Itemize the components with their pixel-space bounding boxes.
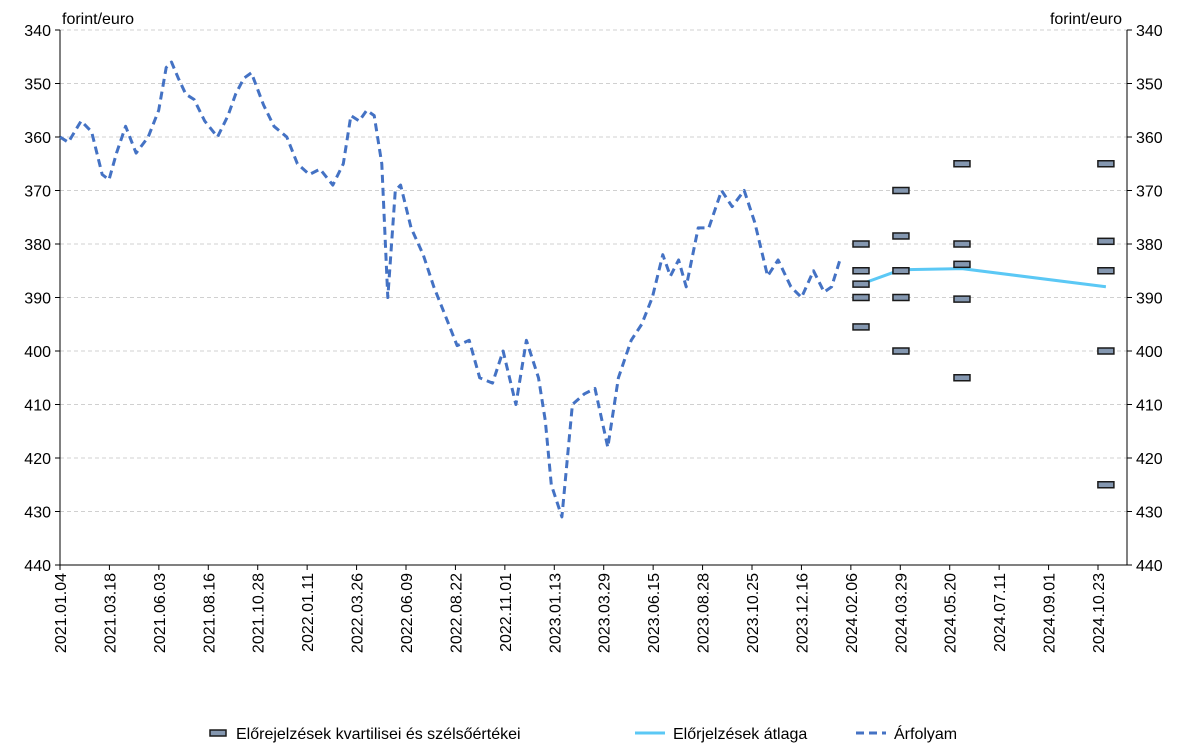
left-axis-unit: forint/euro bbox=[62, 11, 134, 28]
x-tick-label-6: 2022.03.26 bbox=[350, 573, 367, 653]
right-tick-label-440: 440 bbox=[1136, 558, 1163, 575]
left-tick-label-390: 390 bbox=[24, 291, 51, 308]
x-tick-label-1: 2021.03.18 bbox=[102, 573, 119, 653]
x-tick-label-19: 2024.07.11 bbox=[992, 573, 1009, 652]
x-tick-label-12: 2023.06.15 bbox=[646, 573, 663, 653]
forecast-marker-3-4 bbox=[1097, 481, 1115, 489]
right-tick-label-390: 390 bbox=[1136, 291, 1163, 308]
x-tick-label-16: 2024.02.06 bbox=[844, 573, 861, 653]
forecast-marker-0-4 bbox=[852, 323, 870, 331]
left-tick-label-420: 420 bbox=[24, 451, 51, 468]
x-tick-label-21: 2024.10.23 bbox=[1091, 573, 1108, 653]
left-tick-label-400: 400 bbox=[24, 344, 51, 361]
forecast-marker-2-3 bbox=[953, 295, 971, 303]
x-tick-label-14: 2023.10.25 bbox=[745, 573, 762, 653]
forecast-marker-3-2 bbox=[1097, 267, 1115, 275]
right-tick-label-350: 350 bbox=[1136, 77, 1163, 94]
x-tick-label-2: 2021.06.03 bbox=[152, 573, 169, 653]
left-tick-label-430: 430 bbox=[24, 505, 51, 522]
left-tick-label-340: 340 bbox=[24, 23, 51, 40]
legend-label-1: Előrjelzések átlaga bbox=[673, 726, 807, 743]
left-tick-label-380: 380 bbox=[24, 237, 51, 254]
x-tick-label-11: 2023.03.29 bbox=[597, 573, 614, 653]
x-tick-label-13: 2023.08.28 bbox=[696, 573, 713, 653]
forecast-marker-1-2 bbox=[892, 267, 910, 275]
forecast-mean-line bbox=[860, 267, 1107, 289]
left-tick-label-360: 360 bbox=[24, 130, 51, 147]
legend: Előrejelzések kvartilisei és szélsőérték… bbox=[209, 724, 957, 743]
left-y-axis: 340 350 360 370 380 390 400 410 420 430 440 bbox=[24, 23, 60, 575]
x-tick-label-18: 2024.05.20 bbox=[943, 573, 960, 653]
forecast-marker-2-2 bbox=[953, 260, 971, 269]
x-tick-label-4: 2021.10.28 bbox=[251, 573, 268, 653]
forecast-marker-1-1 bbox=[892, 232, 910, 240]
x-tick-label-20: 2024.09.01 bbox=[1042, 573, 1059, 653]
right-tick-label-410: 410 bbox=[1136, 398, 1163, 415]
left-tick-label-370: 370 bbox=[24, 184, 51, 201]
forecast-marker-0-3 bbox=[852, 293, 870, 302]
forecast-marker-0-0 bbox=[852, 240, 870, 248]
legend-label-0: Előrejelzések kvartilisei és szélsőérték… bbox=[236, 726, 521, 743]
x-tick-label-10: 2023.01.13 bbox=[547, 573, 564, 653]
right-tick-label-360: 360 bbox=[1136, 130, 1163, 147]
forecast-marker-1-0 bbox=[892, 186, 910, 195]
right-tick-label-430: 430 bbox=[1136, 505, 1163, 522]
x-tick-label-8: 2022.08.22 bbox=[448, 573, 465, 653]
forecast-marker-0-1 bbox=[852, 267, 870, 275]
x-tick-label-17: 2024.03.29 bbox=[893, 573, 910, 653]
forecast-marker-2-1 bbox=[953, 240, 971, 248]
right-tick-label-420: 420 bbox=[1136, 451, 1163, 468]
grid-lines bbox=[60, 29, 1127, 512]
right-tick-label-340: 340 bbox=[1136, 23, 1163, 40]
left-tick-label-440: 440 bbox=[24, 558, 51, 575]
x-axis: 2021.01.04 2021.03.18 2021.06.03 2021.08.16… bbox=[53, 565, 1108, 653]
forecast-marker-0-2 bbox=[852, 280, 870, 288]
forecast-marker-2-4 bbox=[953, 374, 971, 382]
x-tick-label-3: 2021.08.16 bbox=[201, 573, 218, 653]
right-y-axis: 340 350 360 370 380 390 400 410 420 430 440 bbox=[1127, 23, 1163, 575]
forecast-marker-1-4 bbox=[892, 347, 910, 355]
forecast-marker-3-3 bbox=[1097, 347, 1115, 355]
legend-swatch-0 bbox=[209, 729, 227, 737]
right-tick-label-380: 380 bbox=[1136, 237, 1163, 254]
x-tick-label-9: 2022.11.01 bbox=[498, 573, 515, 652]
right-tick-label-400: 400 bbox=[1136, 344, 1163, 361]
left-tick-label-410: 410 bbox=[24, 398, 51, 415]
exchange-rate-line bbox=[59, 60, 842, 519]
forecast-marker-3-0 bbox=[1097, 160, 1115, 168]
right-tick-label-370: 370 bbox=[1136, 184, 1163, 201]
forecast-marker-3-1 bbox=[1097, 237, 1115, 246]
series-layer bbox=[59, 60, 1115, 519]
legend-label-2: Árfolyam bbox=[894, 724, 957, 743]
x-tick-label-0: 2021.01.04 bbox=[53, 573, 70, 653]
forecast-marker-2-0 bbox=[953, 160, 971, 168]
x-tick-label-5: 2022.01.11 bbox=[300, 573, 317, 652]
x-tick-label-7: 2022.06.09 bbox=[399, 573, 416, 653]
right-axis-unit: forint/euro bbox=[1050, 11, 1122, 28]
x-tick-label-15: 2023.12.16 bbox=[794, 573, 811, 653]
forecast-marker-1-3 bbox=[892, 293, 910, 302]
left-tick-label-350: 350 bbox=[24, 77, 51, 94]
